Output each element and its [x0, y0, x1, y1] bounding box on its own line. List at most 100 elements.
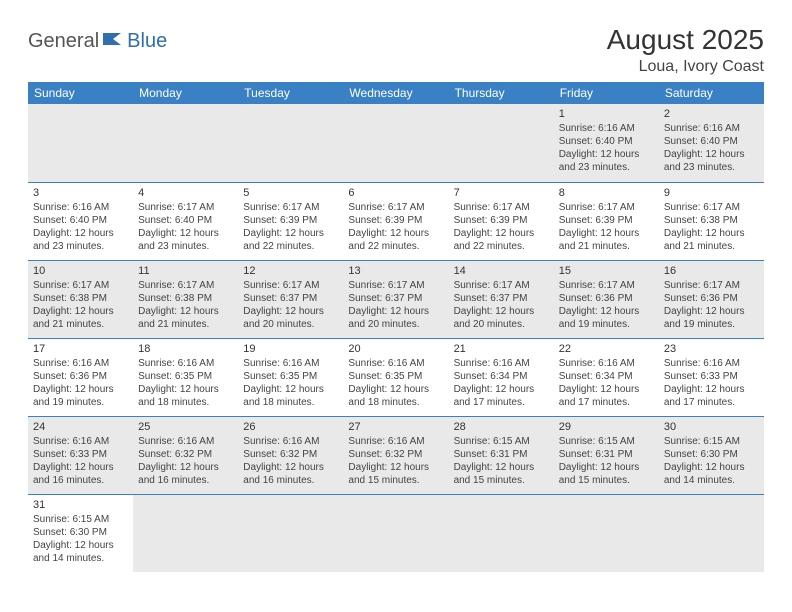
sunrise-line: Sunrise: 6:17 AM: [559, 279, 654, 292]
calendar-day-cell: 16Sunrise: 6:17 AMSunset: 6:36 PMDayligh…: [659, 260, 764, 338]
calendar-day-cell: 13Sunrise: 6:17 AMSunset: 6:37 PMDayligh…: [343, 260, 448, 338]
daylight-line: Daylight: 12 hours and 23 minutes.: [33, 227, 128, 253]
sunset-line: Sunset: 6:37 PM: [348, 292, 443, 305]
daylight-line: Daylight: 12 hours and 14 minutes.: [33, 539, 128, 565]
calendar-day-cell: 14Sunrise: 6:17 AMSunset: 6:37 PMDayligh…: [449, 260, 554, 338]
day-number: 19: [243, 342, 338, 356]
calendar-day-cell: [343, 104, 448, 182]
daylight-line: Daylight: 12 hours and 15 minutes.: [454, 461, 549, 487]
calendar-day-cell: 24Sunrise: 6:16 AMSunset: 6:33 PMDayligh…: [28, 416, 133, 494]
calendar-day-cell: 31Sunrise: 6:15 AMSunset: 6:30 PMDayligh…: [28, 494, 133, 572]
sunset-line: Sunset: 6:36 PM: [33, 370, 128, 383]
sunrise-line: Sunrise: 6:17 AM: [138, 279, 233, 292]
sunrise-line: Sunrise: 6:17 AM: [664, 201, 759, 214]
day-number: 14: [454, 264, 549, 278]
sunset-line: Sunset: 6:33 PM: [33, 448, 128, 461]
daylight-line: Daylight: 12 hours and 20 minutes.: [243, 305, 338, 331]
calendar-day-cell: 1Sunrise: 6:16 AMSunset: 6:40 PMDaylight…: [554, 104, 659, 182]
day-number: 6: [348, 186, 443, 200]
sunrise-line: Sunrise: 6:17 AM: [348, 201, 443, 214]
day-number: 10: [33, 264, 128, 278]
logo-flag-icon: [103, 31, 125, 52]
page-title: August 2025: [607, 24, 764, 56]
calendar-day-cell: [449, 104, 554, 182]
sunset-line: Sunset: 6:30 PM: [664, 448, 759, 461]
daylight-line: Daylight: 12 hours and 18 minutes.: [348, 383, 443, 409]
sunset-line: Sunset: 6:40 PM: [559, 135, 654, 148]
sunrise-line: Sunrise: 6:16 AM: [33, 435, 128, 448]
sunrise-line: Sunrise: 6:16 AM: [454, 357, 549, 370]
calendar-day-cell: 15Sunrise: 6:17 AMSunset: 6:36 PMDayligh…: [554, 260, 659, 338]
day-number: 13: [348, 264, 443, 278]
calendar-table: Sunday Monday Tuesday Wednesday Thursday…: [28, 82, 764, 572]
daylight-line: Daylight: 12 hours and 15 minutes.: [559, 461, 654, 487]
daylight-line: Daylight: 12 hours and 23 minutes.: [138, 227, 233, 253]
day-number: 7: [454, 186, 549, 200]
sunset-line: Sunset: 6:38 PM: [664, 214, 759, 227]
calendar-day-cell: [554, 494, 659, 572]
sunset-line: Sunset: 6:31 PM: [559, 448, 654, 461]
calendar-day-cell: [238, 104, 343, 182]
calendar-day-cell: 5Sunrise: 6:17 AMSunset: 6:39 PMDaylight…: [238, 182, 343, 260]
day-number: 2: [664, 107, 759, 121]
daylight-line: Daylight: 12 hours and 22 minutes.: [454, 227, 549, 253]
day-number: 15: [559, 264, 654, 278]
sunrise-line: Sunrise: 6:17 AM: [664, 279, 759, 292]
day-number: 31: [33, 498, 128, 512]
calendar-day-cell: 30Sunrise: 6:15 AMSunset: 6:30 PMDayligh…: [659, 416, 764, 494]
sunset-line: Sunset: 6:38 PM: [138, 292, 233, 305]
daylight-line: Daylight: 12 hours and 16 minutes.: [33, 461, 128, 487]
calendar-week-row: 17Sunrise: 6:16 AMSunset: 6:36 PMDayligh…: [28, 338, 764, 416]
sunrise-line: Sunrise: 6:16 AM: [138, 435, 233, 448]
title-block: August 2025 Loua, Ivory Coast: [607, 24, 764, 76]
header: General Blue August 2025 Loua, Ivory Coa…: [28, 24, 764, 76]
sunrise-line: Sunrise: 6:17 AM: [243, 201, 338, 214]
day-number: 21: [454, 342, 549, 356]
sunset-line: Sunset: 6:39 PM: [348, 214, 443, 227]
sunrise-line: Sunrise: 6:17 AM: [454, 279, 549, 292]
daylight-line: Daylight: 12 hours and 18 minutes.: [243, 383, 338, 409]
calendar-day-cell: 28Sunrise: 6:15 AMSunset: 6:31 PMDayligh…: [449, 416, 554, 494]
sunrise-line: Sunrise: 6:15 AM: [454, 435, 549, 448]
sunrise-line: Sunrise: 6:16 AM: [138, 357, 233, 370]
sunrise-line: Sunrise: 6:17 AM: [138, 201, 233, 214]
daylight-line: Daylight: 12 hours and 21 minutes.: [664, 227, 759, 253]
sunset-line: Sunset: 6:35 PM: [348, 370, 443, 383]
daylight-line: Daylight: 12 hours and 14 minutes.: [664, 461, 759, 487]
calendar-day-cell: 9Sunrise: 6:17 AMSunset: 6:38 PMDaylight…: [659, 182, 764, 260]
day-number: 5: [243, 186, 338, 200]
weekday-header-row: Sunday Monday Tuesday Wednesday Thursday…: [28, 82, 764, 104]
calendar-week-row: 1Sunrise: 6:16 AMSunset: 6:40 PMDaylight…: [28, 104, 764, 182]
calendar-day-cell: 4Sunrise: 6:17 AMSunset: 6:40 PMDaylight…: [133, 182, 238, 260]
calendar-week-row: 31Sunrise: 6:15 AMSunset: 6:30 PMDayligh…: [28, 494, 764, 572]
daylight-line: Daylight: 12 hours and 16 minutes.: [138, 461, 233, 487]
sunset-line: Sunset: 6:32 PM: [348, 448, 443, 461]
weekday-header: Saturday: [659, 82, 764, 104]
calendar-body: 1Sunrise: 6:16 AMSunset: 6:40 PMDaylight…: [28, 104, 764, 572]
day-number: 4: [138, 186, 233, 200]
sunset-line: Sunset: 6:30 PM: [33, 526, 128, 539]
daylight-line: Daylight: 12 hours and 19 minutes.: [559, 305, 654, 331]
calendar-day-cell: [659, 494, 764, 572]
day-number: 18: [138, 342, 233, 356]
weekday-header: Friday: [554, 82, 659, 104]
calendar-day-cell: 22Sunrise: 6:16 AMSunset: 6:34 PMDayligh…: [554, 338, 659, 416]
sunrise-line: Sunrise: 6:16 AM: [33, 357, 128, 370]
page-subtitle: Loua, Ivory Coast: [607, 58, 764, 76]
calendar-day-cell: [28, 104, 133, 182]
calendar-day-cell: 29Sunrise: 6:15 AMSunset: 6:31 PMDayligh…: [554, 416, 659, 494]
daylight-line: Daylight: 12 hours and 22 minutes.: [348, 227, 443, 253]
daylight-line: Daylight: 12 hours and 20 minutes.: [454, 305, 549, 331]
daylight-line: Daylight: 12 hours and 17 minutes.: [454, 383, 549, 409]
sunset-line: Sunset: 6:40 PM: [664, 135, 759, 148]
day-number: 29: [559, 420, 654, 434]
calendar-day-cell: 20Sunrise: 6:16 AMSunset: 6:35 PMDayligh…: [343, 338, 448, 416]
sunset-line: Sunset: 6:31 PM: [454, 448, 549, 461]
sunrise-line: Sunrise: 6:17 AM: [559, 201, 654, 214]
sunset-line: Sunset: 6:39 PM: [559, 214, 654, 227]
sunrise-line: Sunrise: 6:17 AM: [33, 279, 128, 292]
daylight-line: Daylight: 12 hours and 19 minutes.: [664, 305, 759, 331]
sunset-line: Sunset: 6:34 PM: [559, 370, 654, 383]
daylight-line: Daylight: 12 hours and 21 minutes.: [138, 305, 233, 331]
sunrise-line: Sunrise: 6:17 AM: [348, 279, 443, 292]
